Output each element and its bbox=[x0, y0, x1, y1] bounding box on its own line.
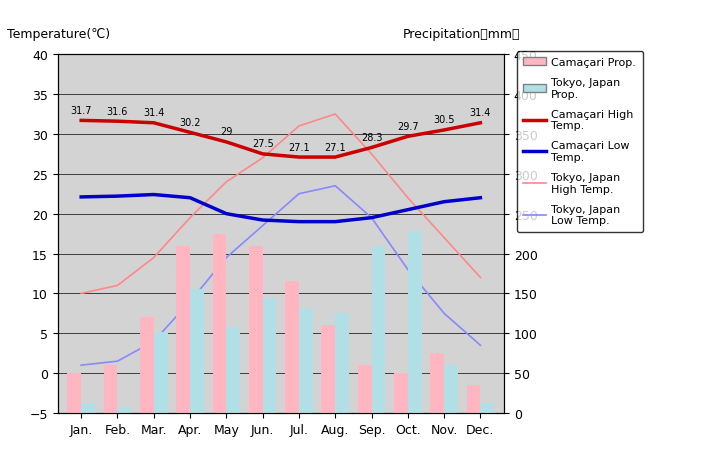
Bar bbox=[249, 246, 263, 413]
Text: Temperature(℃): Temperature(℃) bbox=[7, 28, 110, 41]
Bar bbox=[336, 313, 349, 413]
Bar bbox=[81, 403, 95, 413]
Bar bbox=[480, 403, 494, 413]
Text: 27.1: 27.1 bbox=[288, 142, 310, 152]
Bar bbox=[140, 318, 154, 413]
Text: 31.4: 31.4 bbox=[469, 108, 491, 118]
Bar bbox=[285, 282, 299, 413]
Bar bbox=[431, 353, 444, 413]
Bar bbox=[444, 365, 458, 413]
Bar bbox=[68, 373, 81, 413]
Bar bbox=[408, 232, 422, 413]
Bar bbox=[299, 308, 312, 413]
Text: 27.1: 27.1 bbox=[325, 142, 346, 152]
Text: Precipitation（mm）: Precipitation（mm） bbox=[403, 28, 521, 41]
Bar bbox=[154, 332, 168, 413]
Bar bbox=[190, 289, 204, 413]
Text: 30.2: 30.2 bbox=[179, 118, 201, 128]
Text: 29: 29 bbox=[220, 127, 233, 137]
Bar bbox=[321, 325, 336, 413]
Bar bbox=[263, 298, 276, 413]
Legend: Camaçari Prop., Tokyo, Japan
Prop., Camaçari High
Temp., Camaçari Low
Temp., Tok: Camaçari Prop., Tokyo, Japan Prop., Cama… bbox=[517, 51, 643, 232]
Text: 30.5: 30.5 bbox=[433, 115, 455, 125]
Bar bbox=[372, 246, 385, 413]
Bar bbox=[117, 409, 131, 413]
Bar bbox=[467, 385, 480, 413]
Bar bbox=[358, 365, 372, 413]
Bar bbox=[394, 373, 408, 413]
Bar bbox=[104, 365, 117, 413]
Text: 28.3: 28.3 bbox=[361, 133, 382, 143]
Bar bbox=[226, 327, 240, 413]
Text: 31.7: 31.7 bbox=[71, 106, 92, 116]
Bar bbox=[212, 234, 226, 413]
Text: 27.5: 27.5 bbox=[252, 139, 274, 149]
Text: 31.4: 31.4 bbox=[143, 108, 164, 118]
Text: 31.6: 31.6 bbox=[107, 106, 128, 117]
Text: 29.7: 29.7 bbox=[397, 122, 418, 131]
Bar bbox=[176, 246, 190, 413]
